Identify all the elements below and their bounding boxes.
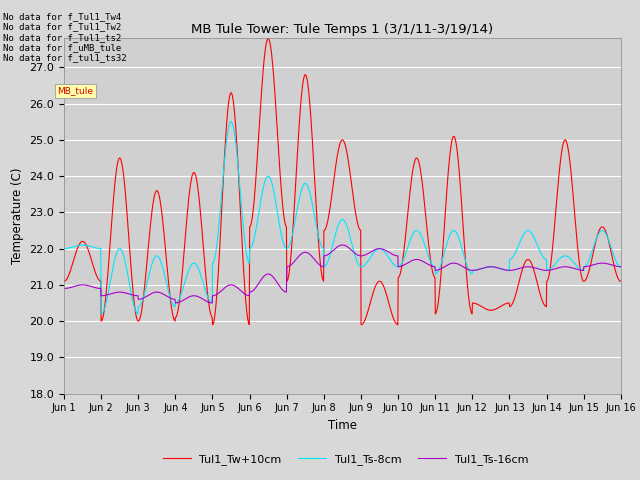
Line: Tul1_Tw+10cm: Tul1_Tw+10cm — [64, 38, 640, 347]
Y-axis label: Temperature (C): Temperature (C) — [11, 168, 24, 264]
Tul1_Tw+10cm — [264, 36, 272, 41]
Tul1_Ts-8cm — [60, 246, 68, 252]
Tul1_Ts-16cm — [60, 286, 68, 291]
Tul1_Ts-8cm — [536, 249, 544, 254]
Tul1_Ts-16cm — [172, 300, 179, 306]
Legend: Tul1_Tw+10cm, Tul1_Ts-8cm, Tul1_Ts-16cm: Tul1_Tw+10cm, Tul1_Ts-8cm, Tul1_Ts-16cm — [158, 450, 533, 469]
Tul1_Ts-8cm — [254, 216, 262, 222]
Tul1_Ts-16cm — [488, 264, 495, 270]
Text: No data for f_Tul1_Tw4
No data for f_Tul1_Tw2
No data for f_Tul1_ts2
No data for: No data for f_Tul1_Tw4 No data for f_Tul… — [3, 12, 127, 62]
Tul1_Tw+10cm — [187, 179, 195, 184]
Tul1_Tw+10cm — [60, 278, 68, 284]
Tul1_Ts-8cm — [488, 264, 495, 270]
Tul1_Ts-8cm — [97, 311, 105, 317]
Tul1_Ts-16cm — [188, 293, 195, 299]
Tul1_Ts-16cm — [536, 266, 544, 272]
Tul1_Tw+10cm — [536, 289, 543, 295]
Tul1_Tw+10cm — [488, 307, 495, 313]
Title: MB Tule Tower: Tule Temps 1 (3/1/11-3/19/14): MB Tule Tower: Tule Temps 1 (3/1/11-3/19… — [191, 23, 493, 36]
Line: Tul1_Ts-8cm: Tul1_Ts-8cm — [64, 122, 640, 314]
X-axis label: Time: Time — [328, 419, 357, 432]
Line: Tul1_Ts-16cm: Tul1_Ts-16cm — [64, 245, 640, 303]
Tul1_Ts-16cm — [339, 242, 346, 248]
Tul1_Tw+10cm — [253, 158, 261, 164]
Text: MB_tule: MB_tule — [58, 86, 93, 96]
Tul1_Ts-8cm — [227, 119, 235, 125]
Tul1_Ts-8cm — [188, 262, 195, 268]
Tul1_Ts-16cm — [253, 282, 261, 288]
